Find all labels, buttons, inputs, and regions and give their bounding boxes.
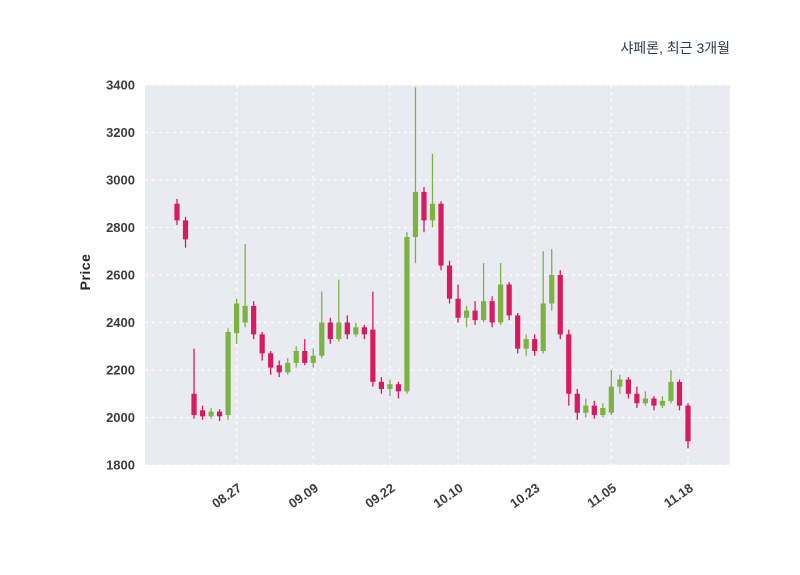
x-tick-label: 11.05 xyxy=(584,480,619,511)
candle-body xyxy=(216,411,223,417)
y-tick-label: 2200 xyxy=(106,363,135,378)
candle-body xyxy=(574,393,580,413)
candle-body xyxy=(412,191,419,237)
candle-body xyxy=(395,384,402,392)
candle-body xyxy=(600,408,606,416)
candle-body xyxy=(481,301,487,321)
candle-body xyxy=(404,237,410,392)
candle-body xyxy=(199,410,206,417)
candle-body xyxy=(557,275,563,335)
chart-title: 샤페론, 최근 3개월 xyxy=(620,40,730,56)
candle-body xyxy=(617,379,623,387)
x-tick-label: 10.23 xyxy=(507,480,542,511)
plot-background xyxy=(145,85,730,465)
candle-body xyxy=(378,381,384,389)
candle-body xyxy=(344,322,350,335)
candle-body xyxy=(659,400,666,406)
x-tick-label: 11.18 xyxy=(661,480,696,511)
y-tick-label: 1800 xyxy=(106,458,135,473)
candle-body xyxy=(651,398,657,406)
candle-body xyxy=(608,386,614,413)
candle-body xyxy=(489,301,495,323)
candle-body xyxy=(583,405,589,413)
candle-body xyxy=(319,322,325,356)
candle-body xyxy=(276,365,282,373)
x-tick-label: 08.27 xyxy=(209,480,244,511)
candle-body xyxy=(625,379,631,394)
candle-body xyxy=(268,353,274,368)
candle-body xyxy=(251,305,257,335)
y-tick-label: 3200 xyxy=(106,125,135,140)
candle-body xyxy=(498,284,504,323)
candle-body xyxy=(174,203,180,221)
candle-body xyxy=(668,381,674,401)
candle-body xyxy=(634,393,640,404)
candle-body xyxy=(353,327,359,335)
candle-body xyxy=(523,339,529,349)
candle-body xyxy=(429,203,436,221)
candle-body xyxy=(293,351,299,363)
candle-body xyxy=(549,275,555,304)
candle-body xyxy=(566,334,572,394)
candle-body xyxy=(387,384,393,389)
candle-body xyxy=(370,329,376,382)
candle-body xyxy=(676,381,683,406)
candle-body xyxy=(540,303,546,351)
candle-body xyxy=(463,310,470,318)
y-tick-label: 2800 xyxy=(106,220,135,235)
candle-body xyxy=(361,327,367,335)
x-tick-label: 09.09 xyxy=(286,480,321,511)
candle-body xyxy=(302,351,308,363)
x-tick-label: 09.22 xyxy=(362,480,397,511)
y-tick-label: 2000 xyxy=(106,410,135,425)
candle-body xyxy=(532,339,538,351)
candle-body xyxy=(515,315,521,349)
candle-body xyxy=(336,322,342,340)
x-tick-label: 10.10 xyxy=(431,480,466,511)
candle-body xyxy=(455,298,461,318)
candle-body xyxy=(685,405,691,442)
candle-body xyxy=(506,284,512,316)
y-tick-label: 2600 xyxy=(106,268,135,283)
candle-body xyxy=(327,322,333,340)
candle-body xyxy=(208,411,214,417)
candle-body xyxy=(591,405,597,416)
candle-body xyxy=(225,332,231,416)
candle-body xyxy=(285,362,291,373)
y-tick-label: 2400 xyxy=(106,315,135,330)
candle-body xyxy=(259,334,265,354)
y-tick-label: 3000 xyxy=(106,173,135,188)
candle-body xyxy=(191,393,197,416)
candle-body xyxy=(242,305,248,323)
candle-body xyxy=(310,355,316,363)
candle-body xyxy=(642,398,649,404)
candle-body xyxy=(446,265,453,299)
candle-body xyxy=(421,191,427,221)
candle-body xyxy=(472,310,478,321)
candle-body xyxy=(182,220,189,240)
candle-body xyxy=(234,303,240,334)
candle-body xyxy=(438,203,444,266)
y-tick-label: 3400 xyxy=(106,78,135,93)
